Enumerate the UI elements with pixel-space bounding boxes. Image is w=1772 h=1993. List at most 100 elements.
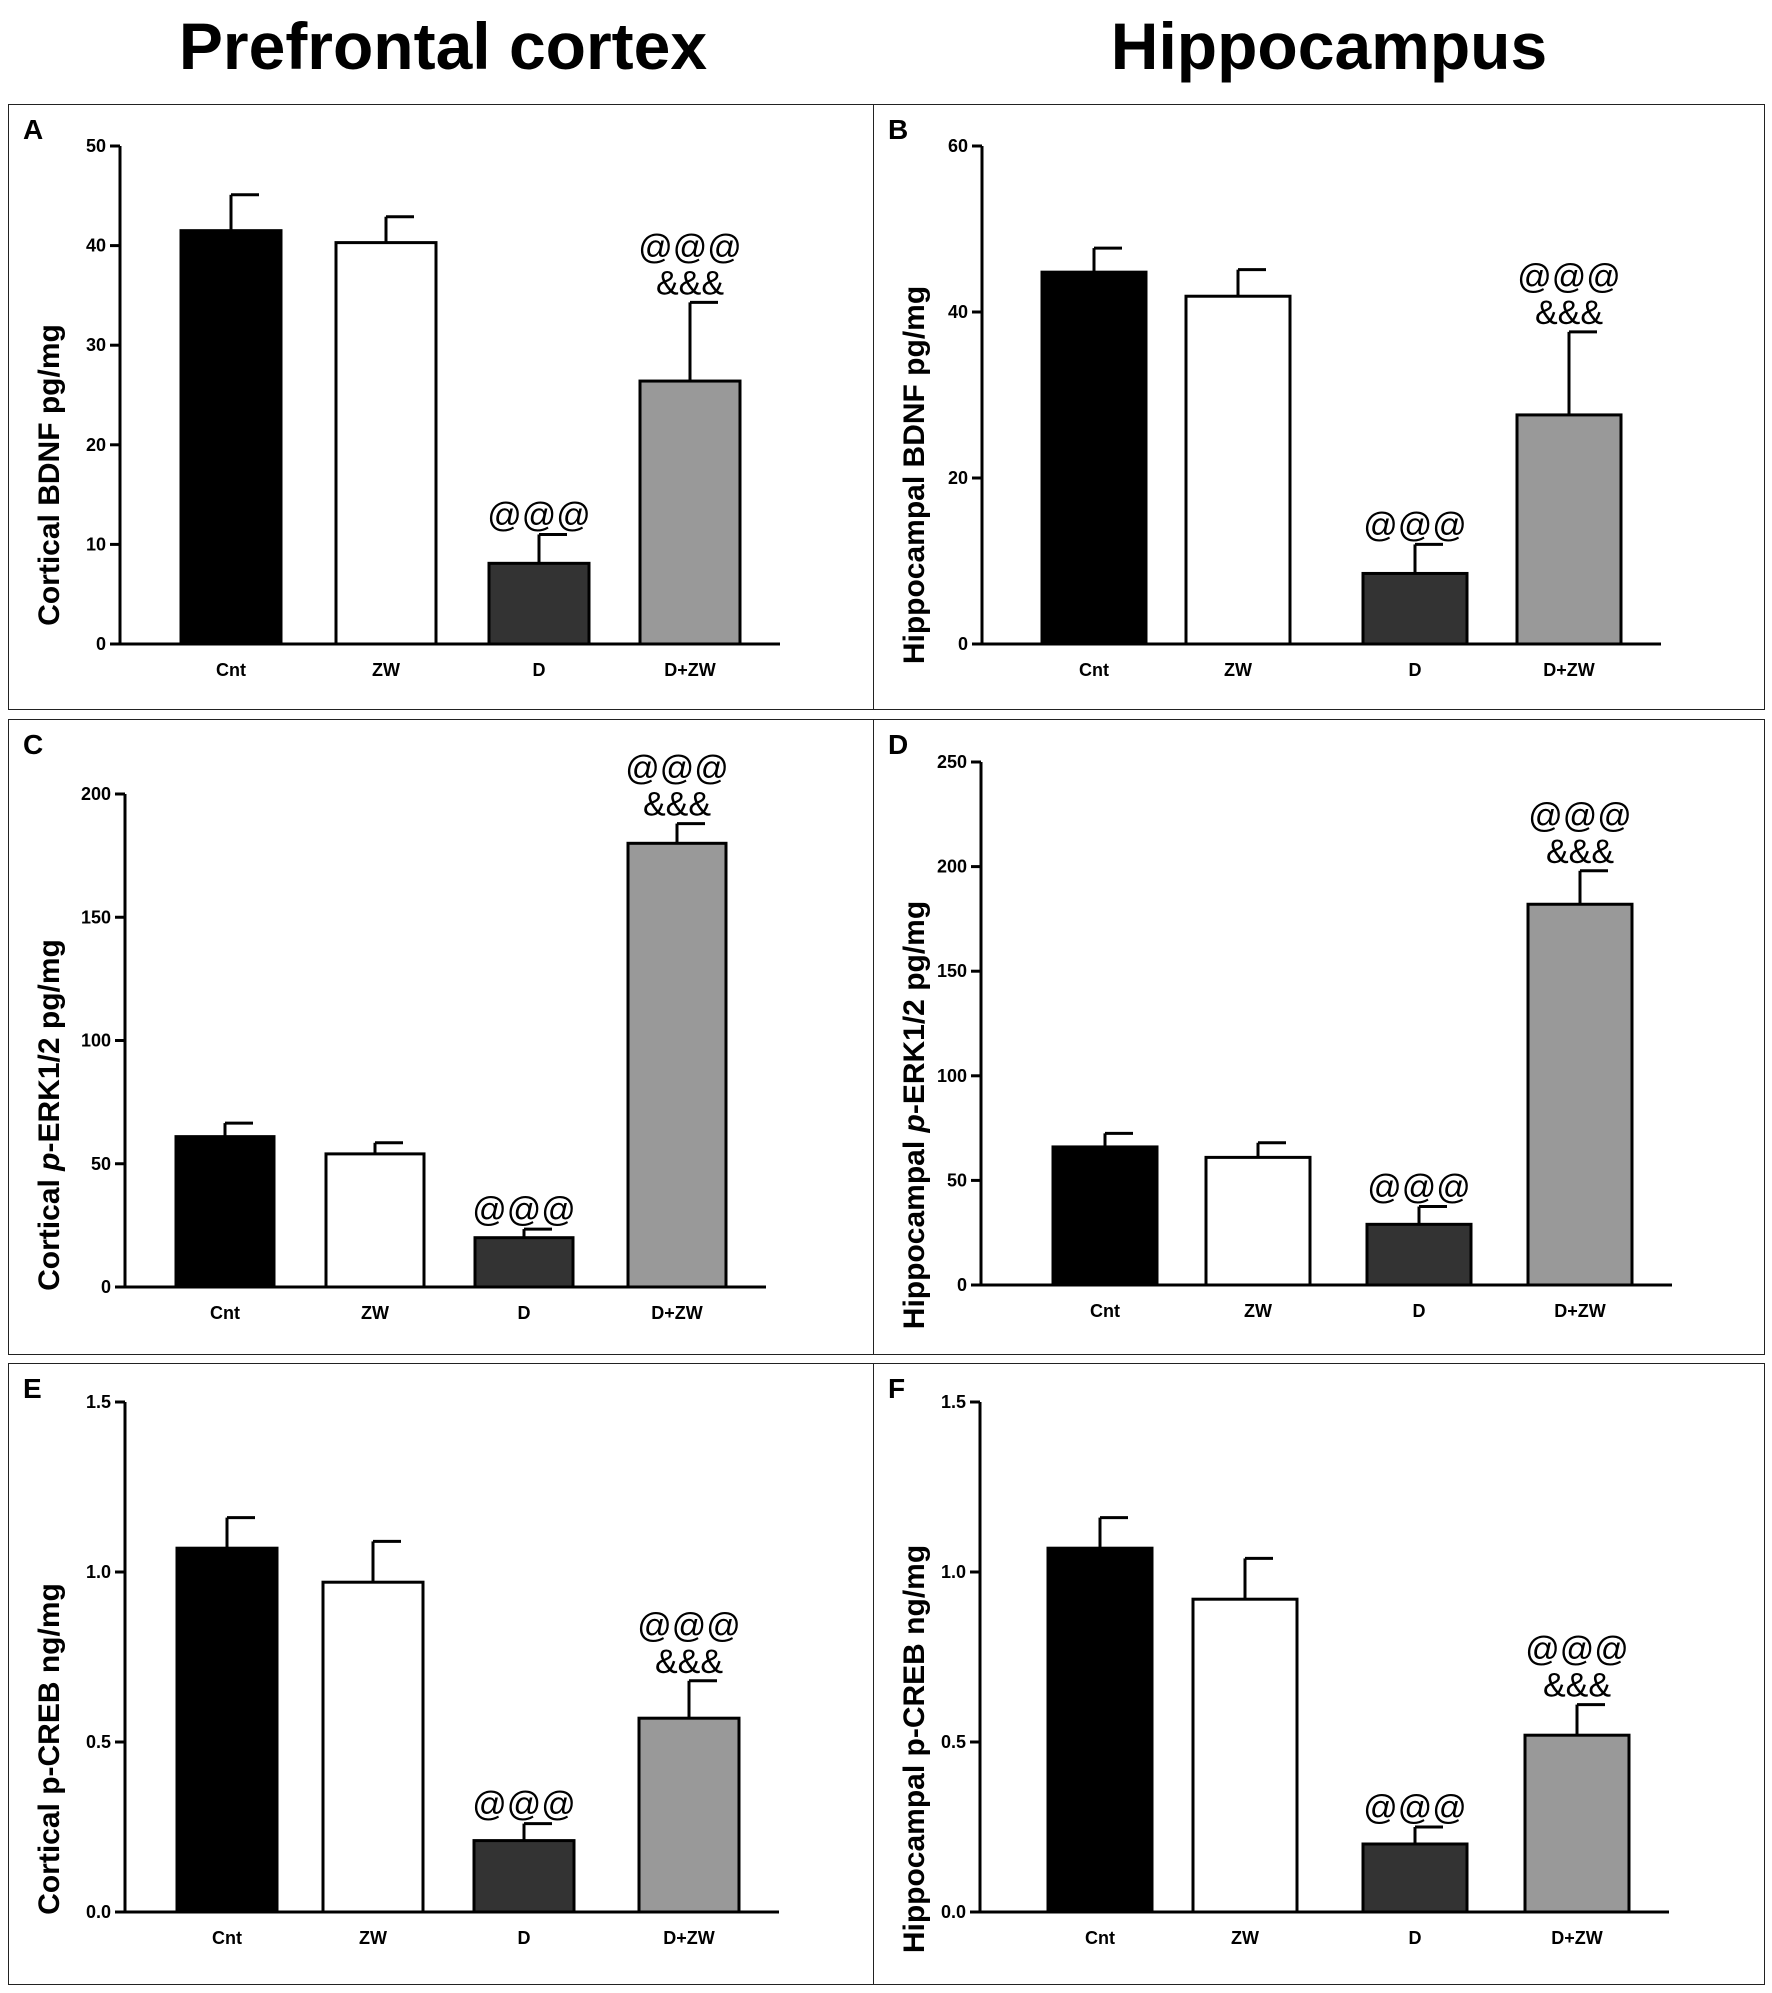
x-tick-label: D <box>1409 660 1422 680</box>
significance-marker: &&& <box>1546 833 1614 871</box>
y-axis-label-part: Hippocampal <box>898 1132 931 1329</box>
y-axis-label-part: Cortical p-CREB ng/mg <box>33 1583 66 1915</box>
panel-c-cortical-p-erk: C Cortical p-ERK1/2 pg/mg 0 50 100 150 200 Cnt Z… <box>8 719 874 1355</box>
chart-svg: E Cortical p-CREB ng/mg 0.0 0.5 1.0 1.5 Cnt ZW D… <box>23 1373 779 1948</box>
significance-marker: @@@ <box>1363 506 1467 544</box>
y-tick-label: 0 <box>96 634 106 654</box>
bar-cnt <box>1040 270 1148 646</box>
x-tick-label: D+ZW <box>1551 1928 1603 1948</box>
significance-marker: @@@ <box>1367 1169 1471 1207</box>
y-tick-label: 50 <box>86 136 106 156</box>
x-tick-label: D+ZW <box>664 660 716 680</box>
y-tick-label: 50 <box>91 1154 111 1174</box>
y-tick-label: 250 <box>937 752 967 772</box>
x-tick-label: ZW <box>1231 1928 1259 1948</box>
x-tick-label: D <box>1413 1301 1426 1321</box>
significance-marker: &&& <box>643 786 711 824</box>
x-tick-label: D <box>518 1928 531 1948</box>
y-tick-label: 60 <box>948 136 968 156</box>
bar-d <box>487 561 591 646</box>
significance-marker: @@@ <box>1363 1789 1467 1827</box>
bar-zw <box>324 1152 426 1289</box>
x-tick-label: Cnt <box>212 1928 242 1948</box>
y-tick-label: 1.0 <box>86 1562 111 1582</box>
bar-zw <box>334 241 438 646</box>
bar-d-zw <box>1515 413 1623 646</box>
chart-svg: D Hippocampal p-ERK1/2 pg/mg 0 50 100 150 200 2… <box>888 729 1672 1329</box>
x-tick-label: ZW <box>1244 1301 1272 1321</box>
y-tick-label: 0.0 <box>86 1902 111 1922</box>
significance-marker: @@@ <box>1528 797 1632 835</box>
bar-zw <box>1191 1597 1299 1914</box>
bar-d-zw <box>626 841 728 1289</box>
x-tick-label: D+ZW <box>663 1928 715 1948</box>
bar-d-zw <box>1526 902 1634 1287</box>
significance-marker: &&& <box>1535 294 1603 332</box>
y-axis-label-part: Hippocampal BDNF pg/mg <box>898 286 931 664</box>
bar-d <box>472 1839 576 1914</box>
y-axis-label: Cortical p-ERK1/2 pg/mg <box>33 939 66 1291</box>
y-tick-label: 1.0 <box>941 1562 966 1582</box>
panel-d-hippocampal-p-erk: D Hippocampal p-ERK1/2 pg/mg 0 50 100 150 200 2… <box>873 719 1765 1355</box>
x-tick-label: Cnt <box>1090 1301 1120 1321</box>
panel-letter: A <box>23 114 43 145</box>
bar-d <box>1365 1222 1473 1287</box>
y-tick-label: 0 <box>101 1277 111 1297</box>
x-tick-label: Cnt <box>210 1303 240 1323</box>
panel-letter: D <box>888 729 908 760</box>
chart-svg: B Hippocampal BDNF pg/mg 0 20 40 60 Cnt ZW D @@@ D… <box>888 114 1661 680</box>
bar-d <box>473 1236 575 1289</box>
y-tick-label: 0 <box>957 1275 967 1295</box>
panel-letter: F <box>888 1373 905 1404</box>
y-tick-label: 200 <box>937 857 967 877</box>
bar-d-zw <box>638 379 742 646</box>
x-tick-label: D+ZW <box>1554 1301 1606 1321</box>
panel-f-hippocampal-p-creb: F Hippocampal p-CREB ng/mg 0.0 0.5 1.0 1.5 Cnt… <box>873 1363 1765 1985</box>
y-tick-label: 1.5 <box>86 1392 111 1412</box>
y-tick-label: 150 <box>937 961 967 981</box>
bar-cnt <box>175 1546 279 1914</box>
y-axis-label: Hippocampal BDNF pg/mg <box>898 286 931 664</box>
bar-zw <box>321 1580 425 1914</box>
y-tick-label: 30 <box>86 335 106 355</box>
bar-cnt <box>174 1135 276 1289</box>
bar-zw <box>1184 294 1292 646</box>
y-tick-label: 20 <box>948 468 968 488</box>
x-tick-label: D <box>533 660 546 680</box>
significance-marker: @@@ <box>472 1191 576 1229</box>
significance-marker: @@@ <box>1525 1631 1629 1669</box>
y-tick-label: 10 <box>86 534 106 554</box>
significance-marker: &&& <box>655 1643 723 1681</box>
significance-marker: @@@ <box>625 750 729 788</box>
bar-cnt <box>1051 1145 1159 1287</box>
significance-marker: @@@ <box>487 496 591 534</box>
y-axis-label-part: p <box>898 1114 931 1133</box>
significance-marker: &&& <box>1543 1667 1611 1705</box>
significance-marker: @@@ <box>638 228 742 266</box>
x-tick-label: Cnt <box>1085 1928 1115 1948</box>
title-hippocampus: Hippocampus <box>1110 9 1548 83</box>
y-tick-label: 1.5 <box>941 1392 966 1412</box>
chart-svg: A Cortical BDNF pg/mg 0 10 20 30 40 50 Cnt ZW D @@@… <box>23 114 780 680</box>
bar-cnt <box>179 229 283 646</box>
panel-a-cortical-bdnf: A Cortical BDNF pg/mg 0 10 20 30 40 50 Cnt ZW D @@@… <box>8 104 874 710</box>
x-tick-label: ZW <box>372 660 400 680</box>
significance-marker: @@@ <box>637 1607 741 1645</box>
y-axis-label-part: Cortical BDNF pg/mg <box>33 324 66 626</box>
y-tick-label: 40 <box>86 236 106 256</box>
y-axis-label: Cortical BDNF pg/mg <box>33 324 66 626</box>
y-tick-label: 100 <box>937 1066 967 1086</box>
significance-marker: &&& <box>656 264 724 302</box>
x-tick-label: D+ZW <box>1543 660 1595 680</box>
x-tick-label: ZW <box>359 1928 387 1948</box>
y-tick-label: 150 <box>81 907 111 927</box>
bar-d <box>1361 1842 1469 1914</box>
panel-b-hippocampal-bdnf: B Hippocampal BDNF pg/mg 0 20 40 60 Cnt ZW D @@@ D… <box>873 104 1765 710</box>
x-tick-label: Cnt <box>1079 660 1109 680</box>
x-tick-label: ZW <box>361 1303 389 1323</box>
significance-marker: @@@ <box>1517 258 1621 296</box>
significance-marker: @@@ <box>472 1786 576 1824</box>
x-tick-label: D <box>518 1303 531 1323</box>
y-tick-label: 200 <box>81 784 111 804</box>
bar-d-zw <box>1523 1733 1631 1914</box>
